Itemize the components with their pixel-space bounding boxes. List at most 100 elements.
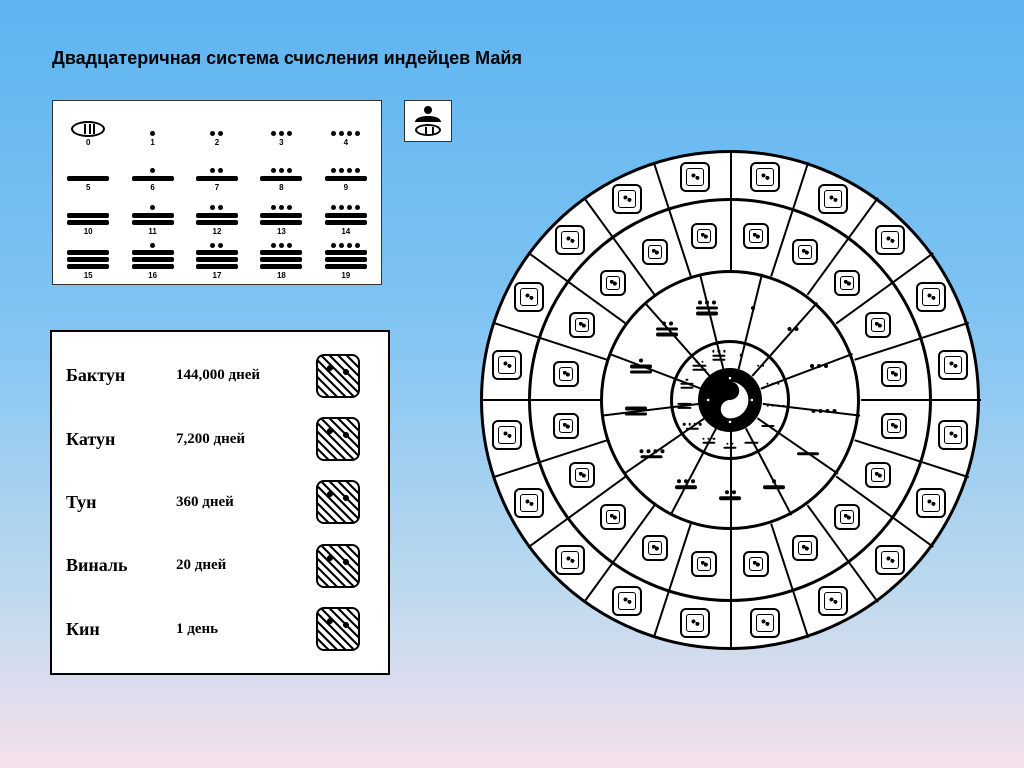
- wheel-divider: [861, 399, 933, 401]
- month-glyph-icon: [865, 312, 891, 338]
- numeral-cell-0: 0: [57, 105, 119, 147]
- numeral-label: 19: [341, 271, 350, 280]
- month-glyph-icon: [642, 535, 668, 561]
- numeral-cell-1: 1: [121, 105, 183, 147]
- ring1-numeral: [723, 443, 736, 449]
- day-glyph-icon: [818, 586, 848, 616]
- day-glyph-icon: [750, 608, 780, 638]
- month-glyph-icon: [553, 361, 579, 387]
- wheel-divider: [529, 399, 601, 401]
- wheel-divider: [730, 150, 732, 198]
- day-glyph-icon: [750, 162, 780, 192]
- wheel-divider: [933, 399, 981, 401]
- numeral-label: 3: [279, 138, 283, 147]
- month-glyph-icon: [642, 239, 668, 265]
- ring2-numeral: [639, 449, 664, 459]
- day-glyph-icon: [938, 350, 968, 380]
- unit-glyph-icon: [316, 480, 360, 524]
- numeral-cell-16: 16: [121, 238, 183, 280]
- numeral-label: 16: [148, 271, 157, 280]
- ring2-numeral: [797, 452, 819, 456]
- numeral-cell-10: 10: [57, 194, 119, 236]
- long-count-row: Виналь20 дней: [66, 538, 374, 594]
- month-glyph-icon: [834, 504, 860, 530]
- month-glyph-icon: [569, 312, 595, 338]
- day-glyph-icon: [680, 162, 710, 192]
- unit-glyph-icon: [316, 417, 360, 461]
- numeral-label: 12: [213, 227, 222, 236]
- ring1-numeral: [680, 378, 693, 389]
- numeral-cell-18: 18: [250, 238, 312, 280]
- ring1-numeral: [740, 354, 742, 356]
- numeral-label: 8: [279, 183, 283, 192]
- day-glyph-icon: [555, 225, 585, 255]
- day-glyph-icon: [680, 608, 710, 638]
- day-glyph-icon: [514, 488, 544, 518]
- long-count-row: Бактун144,000 дней: [66, 348, 374, 404]
- month-glyph-icon: [553, 413, 579, 439]
- numeral-cell-6: 6: [121, 149, 183, 191]
- ring1-numeral: [683, 423, 702, 429]
- month-glyph-icon: [569, 462, 595, 488]
- numeral-label: 6: [150, 183, 154, 192]
- numeral-cell-8: 8: [250, 149, 312, 191]
- numeral-label: 14: [341, 227, 350, 236]
- numeral-label: 17: [213, 271, 222, 280]
- ring2-numeral: [810, 364, 828, 368]
- month-glyph-icon: [743, 551, 769, 577]
- unit-value: 144,000 дней: [176, 367, 316, 384]
- ring2-numeral: [763, 479, 785, 489]
- numeral-cell-9: 9: [315, 149, 377, 191]
- numeral-cell-17: 17: [186, 238, 248, 280]
- shell-icon: [415, 124, 441, 136]
- unit-glyph-icon: [316, 354, 360, 398]
- numeral-label: 18: [277, 271, 286, 280]
- unit-name: Виналь: [66, 555, 176, 576]
- ring2-numeral: [787, 327, 798, 331]
- day-glyph-icon: [492, 350, 522, 380]
- numeral-label: 15: [84, 271, 93, 280]
- month-glyph-icon: [865, 462, 891, 488]
- numeral-cell-14: 14: [315, 194, 377, 236]
- numeral-label: 7: [215, 183, 219, 192]
- month-glyph-icon: [600, 270, 626, 296]
- day-glyph-icon: [818, 184, 848, 214]
- month-glyph-icon: [743, 223, 769, 249]
- long-count-row: Тун360 дней: [66, 474, 374, 530]
- numeral-cell-3: 3: [250, 105, 312, 147]
- ring2-numeral: [696, 300, 718, 315]
- ring1-numeral: [757, 364, 765, 366]
- ring2-numeral: [625, 407, 647, 416]
- day-glyph-icon: [612, 586, 642, 616]
- numeral-label: 11: [148, 227, 156, 236]
- wheel-divider: [481, 399, 529, 401]
- numeral-cell-7: 7: [186, 149, 248, 191]
- month-glyph-icon: [792, 239, 818, 265]
- numeral-label: 4: [344, 138, 348, 147]
- day-glyph-icon: [916, 488, 946, 518]
- unit-name: Тун: [66, 492, 176, 513]
- day-glyph-icon: [875, 225, 905, 255]
- ring1-numeral: [702, 437, 715, 443]
- long-count-table: Бактун144,000 днейКатун7,200 днейТун360 …: [50, 330, 390, 675]
- day-glyph-icon: [938, 420, 968, 450]
- day-glyph-icon: [555, 545, 585, 575]
- numeral-cell-19: 19: [315, 238, 377, 280]
- unit-name: Бактун: [66, 365, 176, 386]
- numeral-cell-12: 12: [186, 194, 248, 236]
- day-glyph-icon: [875, 545, 905, 575]
- ring2-numeral: [675, 479, 697, 489]
- unit-name: Кин: [66, 619, 176, 640]
- day-glyph-icon: [492, 420, 522, 450]
- ring2-numeral: [719, 490, 741, 500]
- wheel-divider: [730, 530, 732, 602]
- day-glyph-icon: [514, 282, 544, 312]
- month-glyph-icon: [881, 413, 907, 439]
- unit-glyph-icon: [316, 544, 360, 588]
- numeral-cell-15: 15: [57, 238, 119, 280]
- ring1-numeral: [766, 382, 779, 384]
- day-glyph-icon: [612, 184, 642, 214]
- ring2-numeral: [751, 306, 755, 310]
- month-glyph-icon: [834, 270, 860, 296]
- numeral-label: 13: [277, 227, 286, 236]
